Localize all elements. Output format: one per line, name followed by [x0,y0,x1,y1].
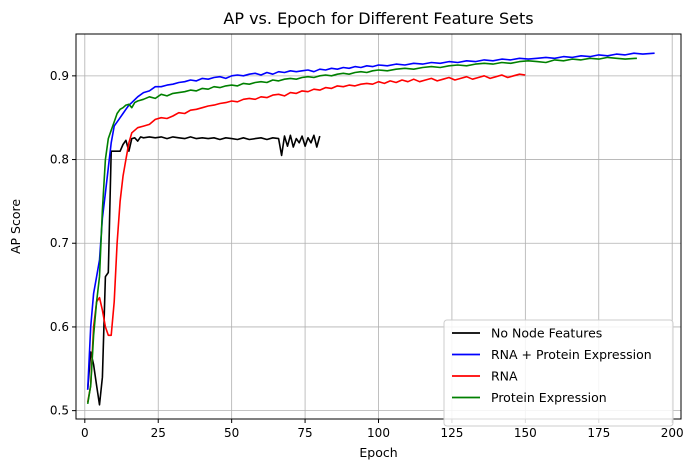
x-tick-label: 50 [224,426,239,440]
x-tick-label: 100 [367,426,390,440]
y-tick-label: 0.6 [50,320,69,334]
y-tick-label: 0.9 [50,69,69,83]
legend: No Node Features RNA + Protein Expression… [443,319,674,427]
x-tick-label: 150 [514,426,537,440]
x-tick-label: 175 [587,426,610,440]
legend-label: RNA + Protein Expression [491,347,652,362]
chart-title: AP vs. Epoch for Different Feature Sets [223,9,533,28]
x-axis-ticks: 0 25 50 75 100 125 150 175 200 [81,419,684,440]
x-tick-label: 0 [81,426,89,440]
x-tick-label: 200 [661,426,684,440]
y-axis-label: AP Score [8,199,23,254]
y-axis-ticks: 0.5 0.6 0.7 0.8 0.9 [50,69,76,418]
y-tick-label: 0.5 [50,404,69,418]
series-line-protein-expression [86,56,637,405]
x-axis-label: Epoch [359,445,397,460]
series-line-no-node-features [86,134,321,406]
series-lines [86,52,655,406]
series-line-rna [86,73,526,403]
x-tick-label: 75 [297,426,312,440]
series-line-rna-protein-expression [86,52,655,390]
legend-label: RNA [491,369,518,384]
x-tick-label: 25 [151,426,166,440]
legend-label: No Node Features [491,326,602,341]
x-tick-label: 125 [440,426,463,440]
y-tick-label: 0.8 [50,153,69,167]
legend-label: Protein Expression [491,390,607,405]
y-tick-label: 0.7 [50,236,69,250]
legend-box [443,319,674,427]
